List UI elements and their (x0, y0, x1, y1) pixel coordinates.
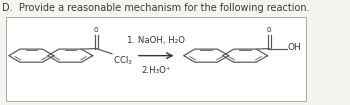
Text: 1. NaOH, H₂O: 1. NaOH, H₂O (127, 36, 185, 45)
FancyBboxPatch shape (6, 17, 306, 101)
Text: OH: OH (287, 43, 301, 52)
Text: o: o (267, 25, 272, 34)
Text: D.  Provide a reasonable mechanism for the following reaction.: D. Provide a reasonable mechanism for th… (1, 3, 309, 13)
Text: CCl$_3$: CCl$_3$ (113, 55, 133, 67)
Text: 2.H₃O⁺: 2.H₃O⁺ (141, 66, 171, 75)
Text: o: o (94, 25, 99, 34)
